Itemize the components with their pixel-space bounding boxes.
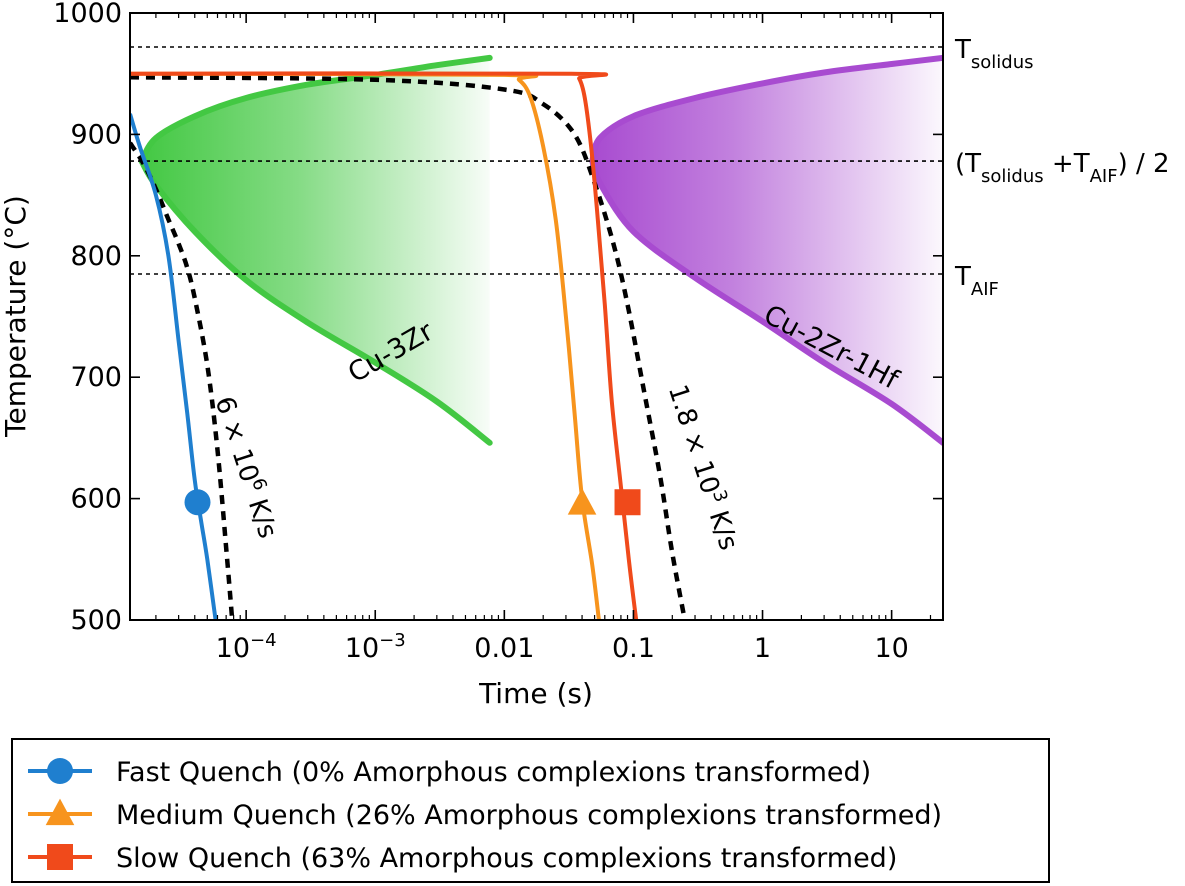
- legend-item-slow: Slow Quench (63% Amorphous complexions t…: [28, 843, 897, 874]
- region-upper-edge-cu3zr: [138, 54, 493, 165]
- y-tick-label: 700: [70, 362, 122, 393]
- rate-label-1: 1.8 × 103 K/s: [662, 380, 746, 554]
- legend-item-medium: Medium Quench (26% Amorphous complexions…: [28, 798, 942, 831]
- x-tick-label: 1: [754, 633, 771, 664]
- x-tick-label: 10: [874, 633, 908, 664]
- region-fill-cu2zr1hf: [592, 57, 943, 443]
- region-lower-edge-cu3zr: [138, 158, 493, 446]
- y-tick-label: 900: [70, 119, 122, 150]
- legend-marker: [47, 758, 73, 784]
- reference-label-1: (Tsolidus +TAIF) / 2: [955, 149, 1170, 187]
- y-axis-title: Temperature (°C): [0, 195, 32, 438]
- reference-lines: Tsolidus (Tsolidus +TAIF) / 2 TAIF: [130, 35, 1170, 300]
- y-tick-label: 600: [70, 484, 122, 515]
- y-tick-label: 800: [70, 241, 122, 272]
- critical-rate-curve-1: [130, 75, 688, 620]
- transformation-regions: [138, 54, 943, 446]
- x-tick-label: 0.01: [474, 633, 534, 664]
- legend-box: [11, 738, 1050, 883]
- legend-label: Slow Quench (63% Amorphous complexions t…: [116, 843, 897, 874]
- x-tick-label: 10−3: [345, 630, 406, 664]
- y-tick-label: 500: [70, 605, 122, 636]
- x-tick-label: 10−4: [216, 630, 277, 664]
- series-line-slow: [130, 71, 639, 620]
- legend-marker: [45, 798, 75, 826]
- series-marker-slow: [614, 489, 641, 516]
- legend: Fast Quench (0% Amorphous complexions tr…: [11, 738, 1050, 883]
- region-lower-edge-cu2zr1hf: [589, 158, 943, 446]
- quench-markers: [184, 488, 641, 516]
- legend-item-fast: Fast Quench (0% Amorphous complexions tr…: [28, 757, 871, 788]
- axis-ticks: 500 600 700 800 900 1000 10−4 10−3 0.01 0.1 1 10: [53, 0, 943, 664]
- region-fill-cu3zr: [141, 57, 490, 443]
- reference-label-2: TAIF: [954, 262, 999, 300]
- legend-label: Medium Quench (26% Amorphous complexions…: [116, 800, 942, 831]
- series-line-fast: [130, 113, 218, 620]
- x-axis-title: Time (s): [478, 677, 593, 710]
- series-marker-medium: [567, 488, 597, 515]
- legend-marker: [47, 844, 73, 870]
- reference-label-0: Tsolidus: [954, 35, 1034, 73]
- x-tick-label: 0.1: [612, 633, 655, 664]
- y-tick-label: 1000: [53, 0, 122, 29]
- series-marker-fast: [184, 489, 211, 516]
- legend-label: Fast Quench (0% Amorphous complexions tr…: [116, 757, 871, 788]
- plot-frame: [129, 12, 944, 621]
- region-upper-edge-cu2zr1hf: [589, 54, 943, 165]
